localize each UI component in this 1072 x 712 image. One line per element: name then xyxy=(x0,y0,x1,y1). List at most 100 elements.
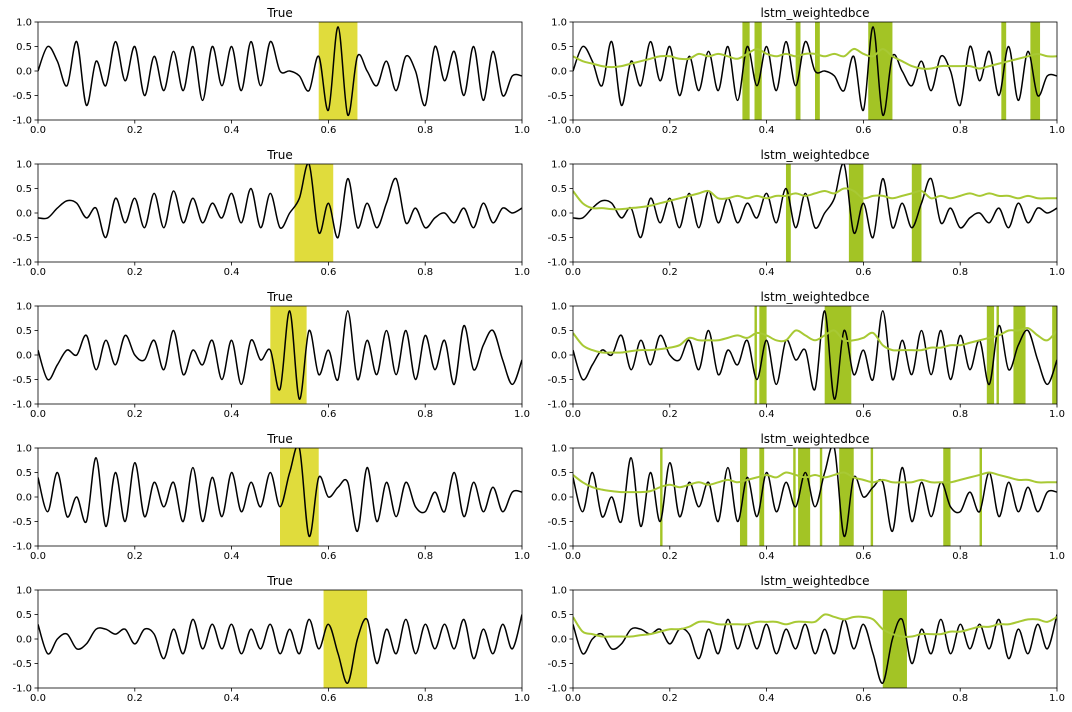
y-tick-label: -1.0 xyxy=(547,400,567,411)
y-tick-label: 1.0 xyxy=(551,18,567,29)
x-tick-label: 0.0 xyxy=(565,409,581,420)
y-tick-label: 0.0 xyxy=(551,493,567,504)
x-tick-label: 1.0 xyxy=(1049,409,1065,420)
subplot: 0.0 0.2 0.4 0.6 0.8 1.0 -1.0 -0.5 0.0 0.5 1.0 True xyxy=(12,290,529,420)
x-tick-label: 0.2 xyxy=(662,551,678,562)
highlight-span xyxy=(754,22,762,120)
y-tick-label: 0.0 xyxy=(16,493,32,504)
y-tick-label: 0.0 xyxy=(16,209,32,220)
y-tick-label: -0.5 xyxy=(547,659,567,670)
subplot: 0.0 0.2 0.4 0.6 0.8 1.0 -1.0 -0.5 0.0 0.5 1.0 lstm_… xyxy=(547,432,1064,562)
x-tick-label: 1.0 xyxy=(1049,551,1065,562)
x-tick-label: 0.2 xyxy=(127,125,143,136)
line-series xyxy=(38,26,522,116)
y-tick-label: 1.0 xyxy=(16,160,32,171)
highlight-span xyxy=(742,22,750,120)
line-series xyxy=(38,614,522,684)
highlight-span xyxy=(979,448,982,546)
highlight-span xyxy=(824,306,852,404)
y-tick-label: 0.5 xyxy=(16,326,32,337)
y-tick-label: 1.0 xyxy=(16,18,32,29)
highlight-span xyxy=(815,22,820,120)
x-tick-label: 0.4 xyxy=(759,693,775,704)
y-tick-label: 0.5 xyxy=(551,326,567,337)
line-series xyxy=(573,448,1057,537)
subplot: 0.0 0.2 0.4 0.6 0.8 1.0 -1.0 -0.5 0.0 0.5 1.0 True xyxy=(12,148,529,278)
y-tick-label: 1.0 xyxy=(551,444,567,455)
x-tick-label: 0.8 xyxy=(417,551,433,562)
x-tick-label: 0.2 xyxy=(662,125,678,136)
plot-area xyxy=(573,164,1057,262)
plot-area xyxy=(38,590,522,688)
highlight-span xyxy=(848,164,864,262)
x-tick-label: 0.8 xyxy=(417,409,433,420)
y-tick-label: 0.0 xyxy=(551,635,567,646)
x-tick-label: 0.0 xyxy=(30,125,46,136)
x-tick-label: 0.8 xyxy=(952,409,968,420)
y-tick-label: -0.5 xyxy=(12,233,32,244)
y-tick-label: -1.0 xyxy=(547,684,567,695)
y-tick-label: 1.0 xyxy=(551,586,567,597)
line-series xyxy=(573,471,1057,494)
y-tick-label: -1.0 xyxy=(12,116,32,127)
highlight-span xyxy=(318,22,358,120)
highlight-span xyxy=(323,590,368,688)
line-series xyxy=(573,614,1057,684)
y-tick-label: 0.0 xyxy=(16,67,32,78)
x-tick-label: 0.0 xyxy=(30,409,46,420)
highlight-span xyxy=(785,164,791,262)
x-tick-label: 1.0 xyxy=(514,409,530,420)
subplot: 0.0 0.2 0.4 0.6 0.8 1.0 -1.0 -0.5 0.0 0.5 1.0 lstm_… xyxy=(547,290,1064,420)
x-tick-label: 1.0 xyxy=(514,125,530,136)
y-tick-label: 1.0 xyxy=(16,302,32,313)
y-tick-label: -0.5 xyxy=(547,233,567,244)
plot-area xyxy=(38,22,522,120)
x-tick-label: 0.8 xyxy=(952,551,968,562)
subplot: 0.0 0.2 0.4 0.6 0.8 1.0 -1.0 -0.5 0.0 0.5 1.0 True xyxy=(12,574,529,704)
x-tick-label: 0.2 xyxy=(662,409,678,420)
x-tick-label: 0.4 xyxy=(224,125,240,136)
chart-title: True xyxy=(266,148,293,162)
plot-area xyxy=(38,306,522,404)
y-tick-label: 0.5 xyxy=(551,184,567,195)
plot-area xyxy=(38,448,522,546)
y-tick-label: -1.0 xyxy=(12,684,32,695)
x-tick-label: 0.8 xyxy=(952,693,968,704)
line-series xyxy=(38,448,522,537)
y-tick-label: -1.0 xyxy=(12,542,32,553)
y-tick-label: 0.5 xyxy=(16,42,32,53)
y-tick-label: -0.5 xyxy=(12,375,32,386)
y-tick-label: -1.0 xyxy=(12,400,32,411)
y-tick-label: -0.5 xyxy=(12,659,32,670)
highlight-span xyxy=(1030,22,1041,120)
x-tick-label: 0.8 xyxy=(417,267,433,278)
x-tick-label: 1.0 xyxy=(514,551,530,562)
highlight-span xyxy=(986,306,995,404)
y-tick-label: -0.5 xyxy=(12,91,32,102)
x-tick-label: 0.4 xyxy=(759,551,775,562)
y-tick-label: 0.5 xyxy=(16,468,32,479)
x-tick-label: 0.6 xyxy=(855,267,871,278)
line-series xyxy=(573,187,1057,211)
y-tick-label: -0.5 xyxy=(12,517,32,528)
x-tick-label: 0.0 xyxy=(30,693,46,704)
x-tick-label: 0.8 xyxy=(417,693,433,704)
x-tick-label: 0.8 xyxy=(952,125,968,136)
x-tick-label: 0.4 xyxy=(759,409,775,420)
line-series xyxy=(573,26,1057,116)
x-tick-label: 0.2 xyxy=(662,267,678,278)
chart-title: lstm_weightedbce xyxy=(760,432,869,446)
x-tick-label: 0.0 xyxy=(565,551,581,562)
highlight-span xyxy=(793,448,796,546)
y-tick-label: 0.0 xyxy=(551,67,567,78)
chart-title: lstm_weightedbce xyxy=(760,574,869,588)
x-tick-label: 0.0 xyxy=(30,267,46,278)
x-tick-label: 0.4 xyxy=(224,267,240,278)
x-tick-label: 0.4 xyxy=(759,267,775,278)
x-tick-label: 0.0 xyxy=(565,693,581,704)
line-series xyxy=(573,47,1057,70)
highlight-span xyxy=(1052,306,1057,404)
x-tick-label: 1.0 xyxy=(514,267,530,278)
y-tick-label: -0.5 xyxy=(547,375,567,386)
y-tick-label: 0.0 xyxy=(551,351,567,362)
